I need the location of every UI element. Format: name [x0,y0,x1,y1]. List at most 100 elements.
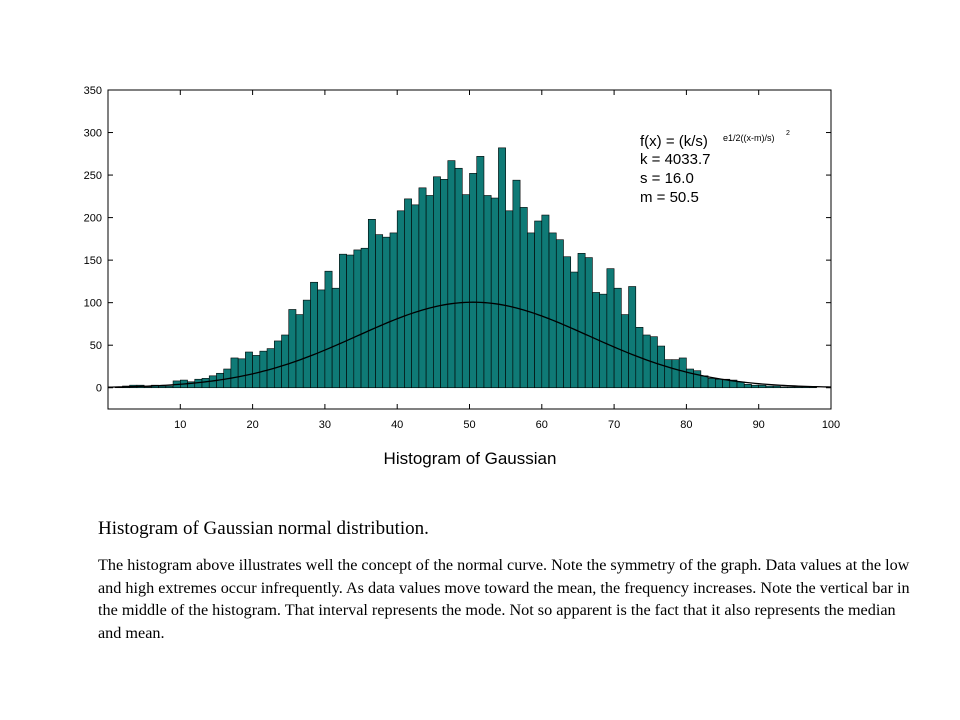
histogram-bar [505,210,514,389]
histogram-bar [563,256,572,389]
histogram-bar [281,334,290,389]
histogram-bar [346,254,355,389]
annotation-superscript: e1/2((x-m)/s) [723,133,775,143]
y-tick-label: 50 [90,340,102,352]
histogram-bar [613,287,622,389]
histogram-bar [519,207,528,389]
histogram-bar [765,385,774,389]
histogram-bar [772,385,781,389]
histogram-bar [295,314,304,389]
y-tick-label: 300 [84,128,102,140]
histogram-bar [433,176,441,389]
histogram-bar [780,386,788,389]
histogram-bar [743,384,752,389]
histogram-bar [331,287,340,389]
histogram-bar [310,281,318,389]
axes-layer: 10 20 30 40 50 60 70 80 90 100 0 50 100 150 200 250 300 3… [84,85,841,431]
annotation-line-m: m = 50.5 [640,189,699,206]
y-tick-label: 0 [96,383,102,395]
histogram-bar [628,286,637,389]
histogram-bar [476,156,485,389]
histogram-bar [201,378,210,389]
fit-annotation: f(x) = (k/s) e1/2((x-m)/s) 2 k = 4033.7 … [640,130,790,206]
histogram-bar [700,375,709,389]
histogram-bar [577,253,586,389]
histogram-bar [794,386,803,389]
histogram-bar [671,359,680,389]
histogram-bar [527,232,535,389]
histogram-bar [411,204,420,389]
x-tick-label: 90 [753,419,765,431]
annotation-line-formula: f(x) = (k/s) [640,133,708,150]
histogram-bar [584,257,593,389]
x-tick-label: 80 [680,419,692,431]
histogram-bar [230,357,239,389]
histogram-bar [245,351,253,389]
histogram-bar [259,350,268,389]
histogram-bar [454,167,463,389]
histogram-bar [555,239,564,389]
annotation-line-s: s = 16.0 [640,170,694,187]
histogram-bar [317,289,326,389]
histogram-bar [541,214,550,389]
histogram-bar [288,309,297,389]
histogram-bar [165,385,174,389]
x-tick-label: 20 [246,419,258,431]
histogram-bar [447,160,456,389]
histogram-bar [396,210,405,389]
histogram-chart: 10 20 30 40 50 60 70 80 90 100 0 50 100 150 200 250 300 3… [84,85,841,468]
x-tick-label: 10 [174,419,186,431]
y-tick-label: 200 [84,213,102,225]
annotation-line-k: k = 4033.7 [640,151,710,168]
histogram-bar [367,219,376,389]
histogram-bar [498,147,506,389]
annotation-superscript-square: 2 [786,130,790,137]
histogram-bar [158,385,167,389]
histogram-bar [534,220,543,389]
histogram-bar [382,236,391,389]
y-tick-label: 150 [84,255,102,267]
histogram-bar [404,198,412,389]
gaussian-fit-curve [107,301,832,388]
histogram-bar [693,370,702,389]
x-tick-label: 50 [463,419,475,431]
histogram-bar [664,359,673,389]
caption-body: The histogram above illustrates well the… [98,556,910,642]
histogram-bar [324,270,333,389]
histogram-bar [302,299,311,389]
histogram-bar [273,340,282,389]
y-tick-label: 100 [84,298,102,310]
histogram-bar [339,253,347,389]
histogram-bar [657,345,666,389]
chart-title: Histogram of Gaussian [384,449,557,468]
caption-heading: Histogram of Gaussian normal distributio… [98,518,429,539]
histogram-bar [707,378,716,389]
x-tick-label: 100 [822,419,840,431]
histogram-bar [440,179,449,389]
histogram-bar [389,232,398,389]
x-tick-label: 30 [319,419,331,431]
histogram-bar [375,234,384,389]
histogram-bar [787,386,796,389]
histogram-bar [237,358,246,389]
histogram-bar [360,247,369,389]
y-tick-label: 350 [84,85,102,97]
histogram-bar [758,384,767,389]
histogram-bar [512,179,521,389]
histogram-bar [418,187,427,389]
histogram-bar [252,355,261,389]
histogram-bar [606,268,615,389]
histogram-bar [751,384,759,389]
histogram-bar [143,386,152,389]
histogram-bar [548,232,557,389]
histogram-bar [715,378,723,389]
x-tick-label: 60 [536,419,548,431]
y-tick-label: 250 [84,170,102,182]
x-tick-label: 70 [608,419,620,431]
histogram-bar [490,197,499,389]
histogram-bar [678,357,687,389]
x-tick-label: 40 [391,419,403,431]
caption: Histogram of Gaussian normal distributio… [98,518,918,644]
histogram-bar [461,194,470,389]
histogram-bar [353,249,362,389]
